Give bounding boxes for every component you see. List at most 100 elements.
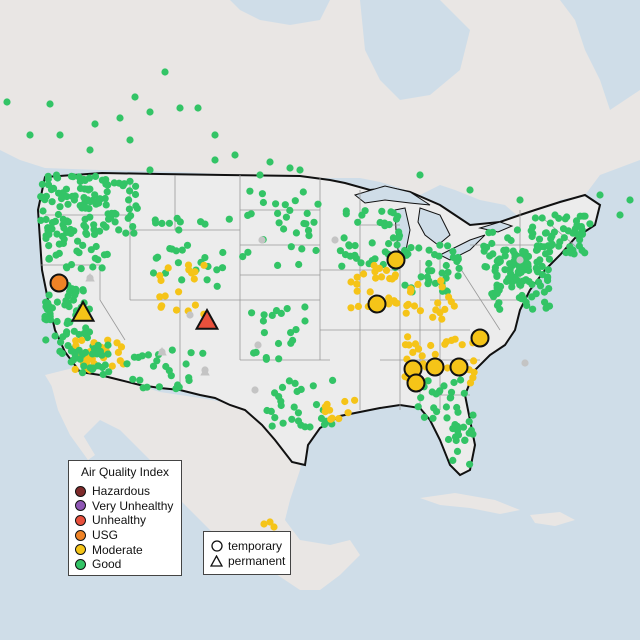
station-marker xyxy=(290,403,298,411)
station-marker xyxy=(470,357,478,365)
station-marker xyxy=(146,108,154,116)
station-marker xyxy=(548,240,556,248)
station-marker xyxy=(443,414,451,422)
station-marker xyxy=(442,403,450,411)
station-marker xyxy=(96,195,104,203)
station-marker xyxy=(55,189,63,197)
station-marker xyxy=(211,131,219,139)
station-marker xyxy=(529,305,537,313)
station-marker xyxy=(48,198,56,206)
station-marker xyxy=(131,93,139,101)
station-marker xyxy=(76,202,84,210)
station-marker xyxy=(225,215,233,223)
station-marker xyxy=(555,214,563,222)
station-marker xyxy=(104,181,112,189)
station-marker xyxy=(200,367,210,376)
station-marker xyxy=(108,362,116,370)
station-marker xyxy=(78,336,86,344)
station-marker xyxy=(277,401,285,410)
station-marker xyxy=(420,413,428,421)
station-marker xyxy=(354,302,362,310)
station-marker xyxy=(158,219,166,227)
station-marker xyxy=(48,225,56,233)
unhealthy-swatch-icon xyxy=(75,514,86,526)
station-marker xyxy=(105,368,113,376)
station-marker xyxy=(436,241,444,249)
station-marker xyxy=(38,180,47,188)
station-marker xyxy=(525,278,533,286)
station-marker xyxy=(96,347,104,355)
arctic-water xyxy=(230,0,330,25)
station-marker xyxy=(79,241,87,249)
station-marker xyxy=(375,264,383,272)
station-marker xyxy=(39,194,48,202)
station-marker xyxy=(340,234,348,242)
station-marker xyxy=(287,329,295,337)
station-marker xyxy=(382,266,391,274)
station-marker xyxy=(524,252,533,260)
temporary-monitor-moderate xyxy=(470,328,490,348)
station-marker xyxy=(156,293,164,301)
station-marker xyxy=(50,184,58,192)
station-marker xyxy=(277,309,285,317)
station-marker xyxy=(103,188,111,196)
station-marker xyxy=(246,187,254,195)
station-marker xyxy=(354,218,362,226)
station-marker xyxy=(53,317,61,326)
station-marker xyxy=(352,254,360,262)
station-marker xyxy=(317,414,326,422)
station-marker xyxy=(296,166,304,174)
station-marker xyxy=(64,200,72,208)
station-marker xyxy=(71,365,79,373)
station-marker xyxy=(293,387,301,396)
station-marker xyxy=(46,100,54,108)
station-marker xyxy=(541,298,549,306)
station-marker xyxy=(328,414,336,422)
station-marker xyxy=(286,206,294,214)
station-marker xyxy=(301,303,309,311)
station-marker xyxy=(431,350,439,358)
station-marker xyxy=(178,276,186,284)
station-marker xyxy=(544,276,552,285)
station-marker xyxy=(134,353,142,361)
usg-swatch-icon xyxy=(75,529,86,541)
station-marker xyxy=(425,259,433,268)
station-marker xyxy=(320,420,329,428)
station-marker xyxy=(372,274,380,282)
station-marker xyxy=(98,363,106,372)
station-marker xyxy=(86,213,94,221)
station-marker xyxy=(524,260,532,268)
station-marker xyxy=(86,198,94,206)
station-marker xyxy=(312,246,320,255)
station-marker xyxy=(441,340,449,348)
station-marker xyxy=(144,351,152,359)
station-marker xyxy=(432,390,440,398)
station-marker xyxy=(213,266,221,274)
station-marker xyxy=(67,358,75,366)
station-marker xyxy=(114,348,122,356)
station-marker xyxy=(480,247,488,255)
station-marker xyxy=(62,330,70,338)
station-marker xyxy=(61,301,69,309)
station-marker xyxy=(353,280,361,288)
station-marker xyxy=(449,253,457,261)
station-marker xyxy=(149,269,158,277)
station-marker xyxy=(536,256,544,264)
station-marker xyxy=(185,374,193,382)
station-marker xyxy=(76,184,85,192)
station-marker xyxy=(132,202,140,210)
station-marker xyxy=(454,408,462,416)
station-marker xyxy=(438,315,446,323)
station-marker xyxy=(291,197,299,205)
station-marker xyxy=(366,288,374,296)
station-marker xyxy=(504,234,512,242)
station-marker xyxy=(45,242,53,250)
station-marker xyxy=(176,104,184,112)
station-marker xyxy=(56,347,64,355)
station-marker xyxy=(199,349,207,357)
station-marker xyxy=(275,219,283,227)
station-marker xyxy=(550,228,559,236)
station-marker xyxy=(259,317,267,325)
station-marker xyxy=(545,255,554,263)
temporary-monitor-moderate xyxy=(406,373,426,393)
